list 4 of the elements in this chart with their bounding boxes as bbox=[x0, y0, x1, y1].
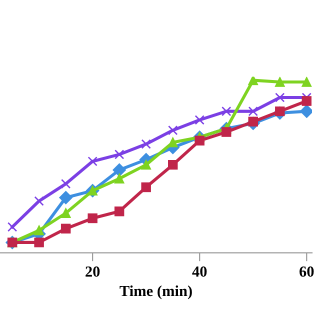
x-tick-label: 20 bbox=[86, 266, 100, 277]
x-tick-label: 40 bbox=[192, 266, 207, 277]
x-tick-label: 60 bbox=[300, 266, 314, 277]
x-axis-title: Time (min) bbox=[120, 285, 192, 300]
